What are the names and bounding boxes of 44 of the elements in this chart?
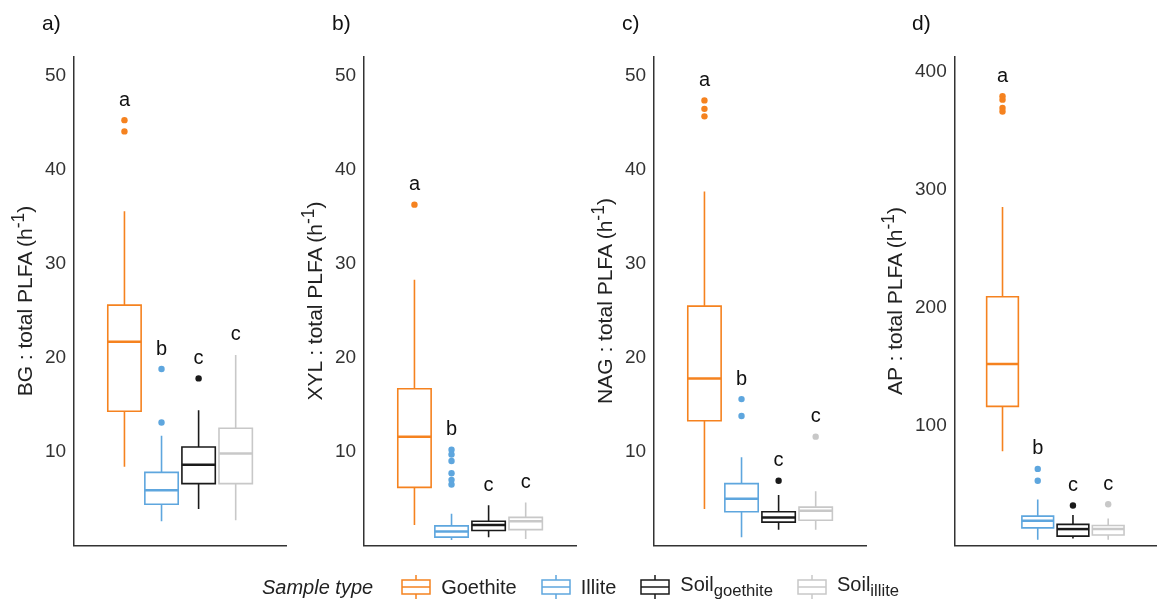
annotation: b	[1032, 436, 1044, 459]
annotation: c	[1067, 473, 1078, 496]
chart-title: c)	[622, 11, 640, 35]
y-tick-label: 400	[915, 59, 947, 81]
annotation: a	[118, 87, 131, 110]
y-tick-label: 10	[44, 439, 67, 461]
annotation: c	[773, 448, 784, 471]
y-tick-label: 100	[915, 413, 947, 435]
chart-title: b)	[332, 11, 351, 35]
annotation: b	[735, 366, 748, 389]
y-tick-label: 50	[624, 64, 647, 86]
annotation: c	[520, 469, 531, 492]
annotation: a	[996, 63, 1009, 86]
y-tick-label: 30	[334, 252, 357, 274]
y-tick-label: 200	[915, 295, 947, 317]
y-tick-label: 50	[44, 64, 67, 86]
legend-label: Illite	[580, 575, 617, 599]
y-tick-label: 50	[334, 64, 357, 86]
y-tick-label: 40	[334, 158, 357, 180]
y-tick-label: 20	[334, 345, 357, 367]
legend-label: Soil$_{goethite}$	[680, 573, 773, 601]
annotation: b	[445, 417, 458, 440]
annotation: c	[230, 322, 241, 345]
y-tick-label: 30	[44, 252, 67, 274]
y-tick-label: 30	[624, 252, 647, 274]
y-tick-label: 10	[624, 439, 647, 461]
annotation: c	[193, 345, 204, 368]
legend-label: Soil$_{illite}$	[836, 573, 900, 601]
y-tick-label: 40	[624, 158, 647, 180]
annotation: c	[810, 404, 821, 427]
annotation: a	[698, 67, 711, 90]
annotation: a	[408, 172, 421, 195]
y-tick-label: 40	[44, 158, 67, 180]
y-tick-label: 20	[44, 345, 67, 367]
legend-title: Sample type	[261, 575, 374, 599]
legend-label: Goethite	[441, 575, 517, 599]
chart-title: a)	[42, 11, 61, 35]
annotation: c	[1103, 471, 1114, 494]
y-tick-label: 300	[915, 177, 947, 199]
y-tick-label: 10	[334, 439, 357, 461]
annotation: c	[483, 472, 494, 495]
annotation: b	[155, 336, 168, 359]
chart-title: d)	[912, 11, 931, 35]
y-tick-label: 20	[624, 345, 647, 367]
